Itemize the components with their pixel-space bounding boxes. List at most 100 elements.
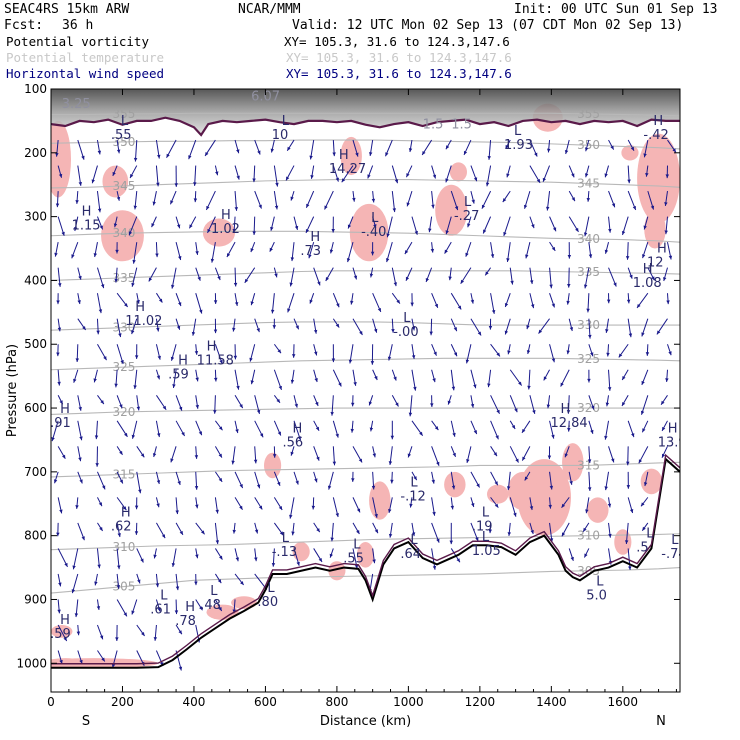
wind-vector-head [309,299,313,304]
wind-vector-head [272,325,277,329]
wind-vector-head [315,401,319,406]
wind-vector-head [353,275,358,280]
wind-vector-head [432,565,437,570]
wind-vector-head [449,540,453,545]
wind-vector-head [235,429,239,434]
wind-vector-head [628,566,632,571]
pv-shade-region [340,136,362,176]
north-label: N [656,714,666,729]
wind-vector-head [231,460,235,465]
wind-vector-head [176,224,181,229]
wind-vector-head [551,246,556,251]
x-tick-label: 600 [254,695,277,709]
wind-vector-head [205,151,209,156]
extremum-value: .55 [343,551,364,566]
wind-vector-head [195,504,199,509]
extremum-value: -.13 [272,545,297,560]
wind-vector-head [81,536,85,541]
theta-contour-label: 305 [112,580,135,594]
wind-vector-head [194,351,199,355]
wind-vector-head [454,206,459,211]
init-time: Init: 00 UTC Sun 01 Sep 13 [514,2,718,17]
pv-shade-region [102,165,129,198]
surface-pv-line [51,453,680,665]
wind-vector-head [102,485,106,490]
wind-vector-head [561,532,566,537]
wind-vector-head [466,459,470,463]
wind-vector-head [591,405,595,410]
field-theta-xy: XY= 105.3, 31.6 to 124.3,147.6 [286,50,512,65]
wind-vector-head [570,556,574,561]
wind-vector-head [113,223,118,228]
y-tick-label: 800 [24,529,47,543]
extremum-value: 1.02 [211,222,240,237]
wind-vector-head [604,486,608,491]
wind-vector-head [331,358,336,363]
wind-vector-head [335,323,340,328]
wind-vector-head [157,607,161,612]
wind-vector-head [71,254,75,259]
extremum-type: H [60,402,70,417]
wind-vector-head [431,204,435,209]
wind-vector-head [172,384,176,388]
wind-vector [133,242,138,264]
fcst-value: 36 h [62,18,94,33]
wind-vector-head [194,486,199,490]
wind-vector-head [626,485,631,489]
wind-vector-head [525,254,529,259]
theta-contour-label: 335 [112,271,135,285]
wind-vector-head [233,355,238,360]
wind-vector-head [195,554,199,559]
wind-vector-head [275,182,279,187]
extremum-value: -.40 [361,225,386,240]
wind-vector [136,471,141,494]
wind-vector-head [567,427,571,432]
wind-vector-head [355,152,359,157]
wind-vector-head [95,463,99,467]
wind-vector-head [178,630,182,635]
wind-vector-head [513,512,517,517]
wind-vector-head [504,303,509,308]
wind-vector-head [134,355,139,359]
theta-contour [51,461,680,478]
extremum-value: .80 [257,595,278,610]
wind-vector-head [485,182,490,187]
wind-vector-head [627,179,631,184]
y-tick-label: 1000 [16,656,47,670]
wind-vector-head [452,452,456,457]
wind-vector-head [153,554,157,559]
extremum-type: L [464,195,472,210]
wind-vector-head [166,153,170,158]
wind-vector-head [532,409,536,414]
wind-vector-head [253,459,258,464]
extremum-type: L [160,589,168,604]
wind-vector-head [170,458,174,463]
wind-vector-head [177,480,181,485]
field-theta-name: Potential temperature [6,50,165,65]
wind-vector-head [460,279,465,284]
extremum-type: L [482,506,490,521]
wind-vector-head [291,531,295,536]
wind-vector-head [451,485,456,490]
wind-vector-head [157,433,161,438]
wind-vector-head [73,227,78,231]
wind-vector-head [114,383,118,388]
wind-vector-head [157,154,161,159]
wind-vector-head [318,557,323,562]
wind-vector-head [611,203,616,208]
wind-vector-head [93,378,97,383]
wind-vector-head [175,510,179,515]
wind-vector-head [549,538,554,542]
wind-vector-head [662,426,666,431]
wind-vector-head [470,299,475,304]
wind-vector-head [483,229,487,234]
extremum-type: L [671,533,679,548]
wind-vector-head [643,153,647,158]
wind-vector-head [244,278,249,283]
wind-vector-head [626,461,630,466]
wind-vector-head [546,404,551,409]
wind-vector-head [157,355,161,360]
extremum-type: L [596,574,604,589]
extremum-type: H [82,204,92,219]
wind-vector-head [62,454,66,459]
